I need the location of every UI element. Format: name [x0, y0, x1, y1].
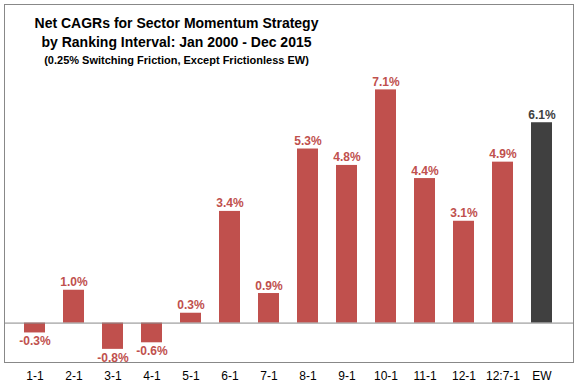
svg-text:Net CAGRs for Sector Momentum: Net CAGRs for Sector Momentum Strategyby…: [35, 15, 319, 50]
svg-text:6.1%: 6.1%: [528, 108, 556, 122]
svg-text:12-1: 12-1: [452, 369, 476, 383]
svg-text:10-1: 10-1: [374, 369, 398, 383]
svg-text:4.9%: 4.9%: [489, 147, 517, 161]
svg-text:-0.3%: -0.3%: [19, 334, 51, 348]
svg-text:5.3%: 5.3%: [294, 134, 322, 148]
svg-text:3.4%: 3.4%: [216, 196, 244, 210]
svg-text:3-1: 3-1: [104, 369, 122, 383]
svg-text:1.0%: 1.0%: [60, 275, 88, 289]
svg-text:4.8%: 4.8%: [333, 150, 361, 164]
svg-text:6-1: 6-1: [221, 369, 239, 383]
svg-text:4.4%: 4.4%: [411, 164, 439, 178]
svg-text:4-1: 4-1: [143, 369, 161, 383]
svg-text:2-1: 2-1: [65, 369, 83, 383]
svg-text:7-1: 7-1: [260, 369, 278, 383]
svg-text:7.1%: 7.1%: [372, 75, 400, 89]
svg-text:-0.8%: -0.8%: [97, 350, 129, 365]
svg-text:8-1: 8-1: [299, 369, 317, 383]
svg-text:(0.25% Switching Friction, Exc: (0.25% Switching Friction, Except Fricti…: [44, 54, 309, 66]
svg-text:12:7-1: 12:7-1: [486, 369, 520, 383]
svg-text:3.1%: 3.1%: [450, 206, 478, 220]
svg-text:9-1: 9-1: [338, 369, 356, 383]
svg-text:1-1: 1-1: [26, 369, 44, 383]
svg-text:0.9%: 0.9%: [255, 279, 283, 293]
svg-text:-0.6%: -0.6%: [136, 344, 168, 358]
svg-text:11-1: 11-1: [413, 369, 436, 383]
svg-text:EW: EW: [532, 369, 552, 383]
svg-text:0.3%: 0.3%: [177, 298, 205, 312]
svg-text:5-1: 5-1: [182, 369, 200, 383]
